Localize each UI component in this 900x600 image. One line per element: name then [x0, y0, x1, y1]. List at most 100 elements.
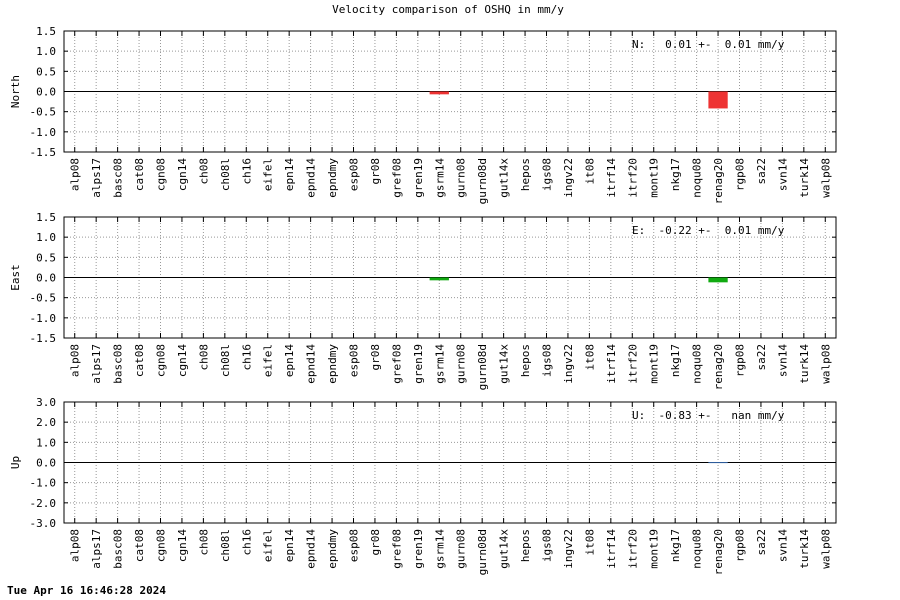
- y-tick-label: 0.5: [36, 251, 56, 264]
- y-tick-label: 2.0: [36, 416, 56, 429]
- bar: [708, 277, 728, 283]
- x-tick-label: itrf14: [605, 529, 618, 569]
- annotation: E: -0.22 +- 0.01 mm/y: [632, 224, 785, 237]
- y-tick-label: -3.0: [30, 517, 57, 530]
- x-tick-label: ch08: [197, 344, 210, 371]
- x-tick-label: gut14x: [498, 344, 511, 384]
- x-tick-label: alps17: [90, 529, 103, 569]
- x-tick-label: gurn08d: [476, 344, 489, 390]
- x-tick-label: walp08: [819, 344, 832, 384]
- x-tick-label: ingv22: [562, 529, 575, 569]
- x-tick-label: epndmy: [326, 529, 339, 569]
- x-tick-label: gsrm14: [433, 158, 446, 198]
- x-tick-label: turk14: [798, 158, 811, 198]
- x-tick-label: hepos: [519, 158, 532, 191]
- y-tick-label: 1.0: [36, 45, 56, 58]
- x-tick-label: svn14: [776, 529, 789, 562]
- x-tick-label: epnd14: [305, 344, 318, 384]
- bar: [708, 91, 728, 109]
- x-tick-label: epnd14: [305, 529, 318, 569]
- x-tick-label: cat08: [133, 158, 146, 191]
- x-tick-label: eifel: [262, 529, 275, 562]
- x-tick-label: itrf14: [605, 344, 618, 384]
- x-tick-label: gurn08d: [476, 158, 489, 204]
- x-tick-label: hepos: [519, 344, 532, 377]
- bar: [708, 462, 728, 464]
- x-tick-label: gren19: [412, 344, 425, 384]
- x-tick-label: walp08: [819, 529, 832, 569]
- x-tick-label: gref08: [390, 158, 403, 198]
- x-tick-label: cgn08: [155, 344, 168, 377]
- x-tick-label: epnd14: [305, 158, 318, 198]
- x-tick-label: eifel: [262, 158, 275, 191]
- x-tick-label: gsrm14: [433, 344, 446, 384]
- y-tick-label: -1.0: [30, 477, 57, 490]
- x-tick-label: mont19: [648, 158, 661, 198]
- y-tick-label: -0.5: [30, 292, 57, 305]
- x-tick-label: cgn14: [176, 344, 189, 377]
- plot-frame: [63, 216, 837, 339]
- x-tick-label: renag20: [712, 529, 725, 575]
- x-tick-label: esp08: [348, 158, 361, 191]
- x-tick-label: gref08: [390, 344, 403, 384]
- y-tick-label: 1.0: [36, 436, 56, 449]
- x-tick-label: renag20: [712, 344, 725, 390]
- x-tick-label: noqu08: [691, 158, 704, 198]
- x-tick-label: sa22: [755, 158, 768, 185]
- x-tick-label: cat08: [133, 529, 146, 562]
- x-tick-label: alps17: [90, 344, 103, 384]
- x-tick-label: gurn08d: [476, 529, 489, 575]
- x-tick-label: gurn08: [455, 529, 468, 569]
- x-tick-label: svn14: [776, 344, 789, 377]
- x-tick-label: itrf20: [626, 344, 639, 384]
- x-tick-label: ch16: [240, 529, 253, 556]
- y-tick-label: -1.0: [30, 126, 57, 139]
- x-tick-label: alp08: [69, 158, 82, 191]
- y-tick-label: -2.0: [30, 497, 57, 510]
- x-tick-label: ch08l: [219, 158, 232, 191]
- x-tick-label: igs08: [541, 529, 554, 562]
- x-tick-label: nkg17: [669, 158, 682, 191]
- x-tick-label: gr08: [369, 529, 382, 556]
- x-tick-label: walp08: [819, 158, 832, 198]
- y-tick-label: 1.0: [36, 231, 56, 244]
- x-tick-label: sa22: [755, 529, 768, 556]
- y-tick-label: 1.5: [36, 211, 56, 224]
- y-tick-label: -1.5: [30, 146, 57, 159]
- x-tick-label: hepos: [519, 529, 532, 562]
- x-tick-label: cat08: [133, 344, 146, 377]
- x-tick-label: it08: [583, 158, 596, 185]
- x-tick-label: esp08: [348, 529, 361, 562]
- x-tick-label: turk14: [798, 529, 811, 569]
- x-tick-label: basc08: [112, 344, 125, 384]
- x-tick-label: ch08l: [219, 344, 232, 377]
- x-tick-label: epndmy: [326, 158, 339, 198]
- x-tick-label: renag20: [712, 158, 725, 204]
- x-tick-label: ch16: [240, 344, 253, 371]
- annotation: U: -0.83 +- nan mm/y: [632, 409, 785, 422]
- x-tick-label: alps17: [90, 158, 103, 198]
- x-tick-label: it08: [583, 529, 596, 556]
- x-tick-label: ch16: [240, 158, 253, 185]
- x-tick-label: rgp08: [734, 529, 747, 562]
- x-tick-label: mont19: [648, 529, 661, 569]
- x-tick-label: noqu08: [691, 344, 704, 384]
- x-tick-label: esp08: [348, 344, 361, 377]
- y-tick-label: 3.0: [36, 396, 56, 409]
- x-tick-label: igs08: [541, 158, 554, 191]
- plot-frame: [63, 401, 837, 524]
- plot-frame: [63, 30, 837, 153]
- x-tick-label: nkg17: [669, 529, 682, 562]
- x-tick-label: svn14: [776, 158, 789, 191]
- y-tick-label: 0.0: [36, 457, 56, 470]
- x-tick-label: it08: [583, 344, 596, 371]
- x-tick-label: mont19: [648, 344, 661, 384]
- x-tick-label: rgp08: [734, 344, 747, 377]
- x-tick-label: ingv22: [562, 158, 575, 198]
- x-tick-label: basc08: [112, 158, 125, 198]
- x-tick-label: itrf20: [626, 529, 639, 569]
- x-tick-label: ch08: [197, 158, 210, 185]
- x-tick-label: epn14: [283, 344, 296, 377]
- x-tick-label: gut14x: [498, 158, 511, 198]
